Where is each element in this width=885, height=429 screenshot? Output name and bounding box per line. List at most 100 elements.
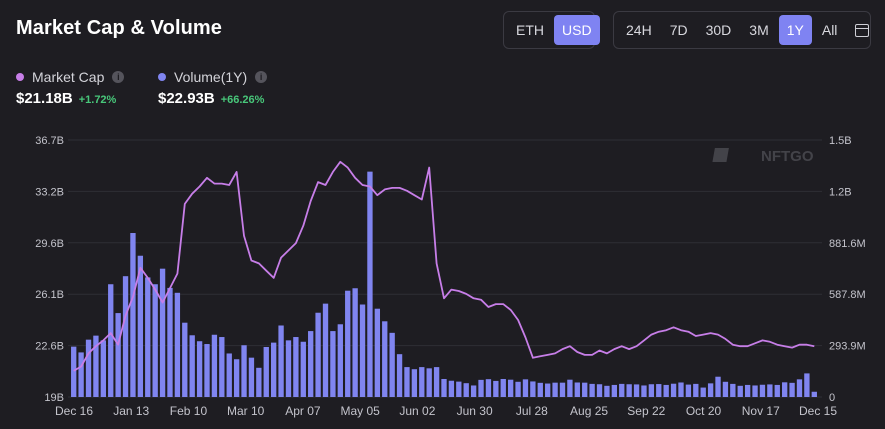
currency-eth-button[interactable]: ETH — [516, 22, 544, 38]
volume-bar[interactable] — [411, 369, 418, 397]
volume-bar[interactable] — [737, 385, 743, 397]
volume-bar[interactable] — [130, 233, 136, 397]
volume-bar[interactable] — [730, 383, 736, 397]
volume-bar[interactable] — [722, 381, 729, 397]
volume-bar[interactable] — [330, 331, 336, 397]
volume-bar[interactable] — [396, 354, 403, 397]
volume-bar[interactable] — [433, 367, 440, 397]
volume-bar[interactable] — [663, 384, 669, 397]
volume-bar[interactable] — [804, 373, 810, 397]
volume-bar[interactable] — [196, 341, 203, 397]
volume-bar[interactable] — [137, 255, 144, 397]
legend-volume[interactable]: Volume(1Y) i $22.93B +66.26% — [158, 69, 268, 107]
volume-bar[interactable] — [278, 325, 284, 397]
volume-bar[interactable] — [500, 378, 506, 397]
volume-bar[interactable] — [700, 387, 706, 397]
volume-bar[interactable] — [774, 384, 780, 397]
volume-bar[interactable] — [759, 384, 766, 397]
range-all-button[interactable]: All — [821, 22, 838, 38]
volume-bar[interactable] — [374, 308, 381, 397]
volume-bar[interactable] — [633, 384, 640, 397]
volume-bar[interactable] — [789, 382, 795, 397]
volume-bar[interactable] — [382, 321, 388, 397]
volume-bar[interactable] — [485, 379, 492, 397]
volume-bar[interactable] — [537, 382, 543, 397]
volume-bar[interactable] — [559, 382, 566, 397]
volume-bar[interactable] — [463, 383, 469, 397]
volume-bar[interactable] — [522, 379, 529, 397]
volume-bar[interactable] — [641, 385, 647, 397]
volume-bar[interactable] — [233, 359, 240, 397]
volume-bar[interactable] — [619, 383, 625, 397]
info-icon[interactable]: i — [112, 71, 125, 83]
volume-bar[interactable] — [389, 332, 395, 397]
volume-bar[interactable] — [122, 276, 129, 397]
volume-bar[interactable] — [582, 382, 588, 397]
volume-bar[interactable] — [285, 340, 292, 397]
volume-bar[interactable] — [345, 290, 351, 397]
volume-bar[interactable] — [174, 292, 181, 397]
volume-bar[interactable] — [811, 391, 817, 397]
volume-bar[interactable] — [478, 379, 484, 397]
volume-bar[interactable] — [308, 331, 314, 397]
volume-bar[interactable] — [744, 384, 751, 397]
volume-bar[interactable] — [589, 383, 595, 397]
volume-bar[interactable] — [715, 376, 721, 397]
volume-bar[interactable] — [159, 268, 166, 397]
volume-bar[interactable] — [685, 384, 692, 397]
volume-bar[interactable] — [359, 304, 366, 397]
legend-market-cap[interactable]: Market Cap i $21.18B +1.72% — [16, 69, 125, 107]
volume-bar[interactable] — [707, 383, 714, 397]
volume-bar[interactable] — [100, 340, 106, 397]
volume-bar[interactable] — [470, 385, 477, 397]
volume-bar[interactable] — [648, 384, 655, 397]
volume-bar[interactable] — [256, 367, 262, 397]
volume-bar[interactable] — [85, 339, 92, 397]
volume-bar[interactable] — [219, 337, 225, 397]
volume-bar[interactable] — [78, 352, 84, 397]
volume-bar[interactable] — [574, 382, 580, 397]
range-30d-button[interactable]: 30D — [705, 22, 732, 38]
volume-bar[interactable] — [611, 384, 618, 397]
volume-bar[interactable] — [656, 384, 662, 397]
range-7d-button[interactable]: 7D — [669, 22, 688, 38]
volume-bar[interactable] — [337, 324, 343, 397]
volume-bar[interactable] — [596, 384, 603, 397]
market-cap-line[interactable] — [73, 160, 815, 372]
volume-bar[interactable] — [530, 381, 536, 397]
volume-bar[interactable] — [693, 383, 699, 397]
range-24h-button[interactable]: 24H — [626, 22, 652, 38]
volume-bar[interactable] — [93, 335, 99, 397]
volume-bar[interactable] — [322, 303, 329, 397]
volume-bar[interactable] — [189, 335, 195, 397]
info-icon[interactable]: i — [255, 71, 268, 83]
volume-bar[interactable] — [448, 380, 455, 397]
volume-bar[interactable] — [226, 353, 232, 397]
volume-bar[interactable] — [241, 345, 247, 397]
volume-bar[interactable] — [167, 287, 173, 397]
volume-bar[interactable] — [515, 381, 521, 397]
volume-bar[interactable] — [293, 337, 299, 397]
volume-bar[interactable] — [182, 322, 188, 397]
calendar-button[interactable] — [847, 15, 877, 45]
volume-bar[interactable] — [782, 382, 788, 397]
range-3m-button[interactable]: 3M — [749, 22, 769, 38]
volume-bar[interactable] — [767, 384, 773, 397]
volume-bar[interactable] — [263, 346, 269, 397]
volume-bar[interactable] — [367, 171, 373, 397]
volume-bar[interactable] — [507, 379, 514, 397]
volume-bar[interactable] — [315, 312, 321, 397]
volume-bar[interactable] — [145, 277, 151, 397]
volume-bar[interactable] — [270, 342, 277, 397]
volume-bar[interactable] — [670, 383, 677, 397]
volume-bar[interactable] — [752, 385, 758, 397]
volume-bar[interactable] — [545, 383, 551, 397]
volume-bar[interactable] — [419, 367, 425, 397]
volume-bar[interactable] — [567, 379, 573, 397]
volume-bar[interactable] — [71, 346, 77, 397]
volume-bar[interactable] — [796, 379, 803, 397]
volume-bar[interactable] — [626, 384, 632, 397]
volume-bar[interactable] — [248, 357, 255, 397]
volume-bar[interactable] — [604, 385, 610, 397]
